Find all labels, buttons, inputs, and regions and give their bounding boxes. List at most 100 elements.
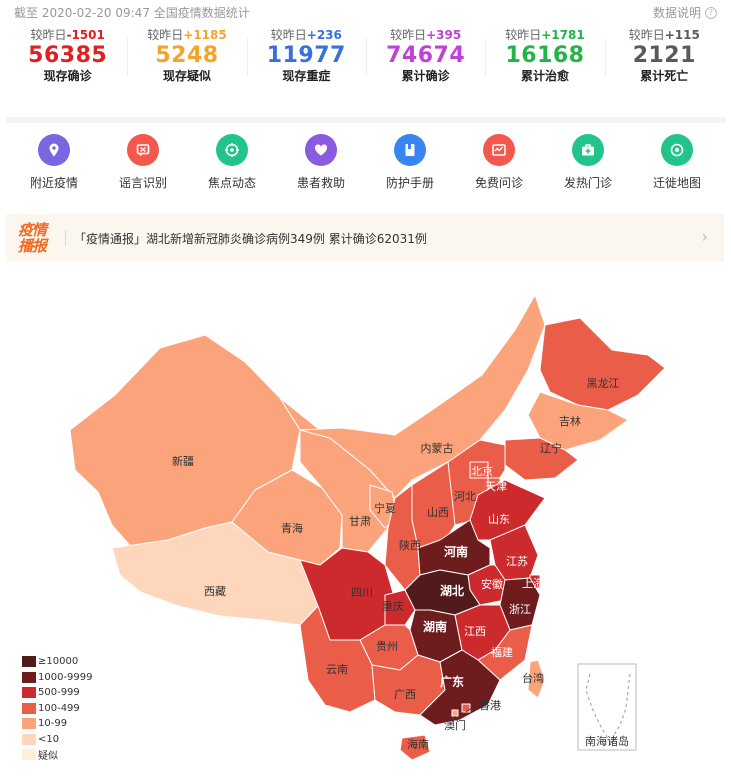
location-pin-icon (38, 134, 70, 166)
tool-label: 防护手册 (385, 176, 434, 190)
legend-swatch (22, 733, 36, 745)
tool-migration-map[interactable]: 迁徙地图 (633, 132, 721, 196)
label-xizang: 西藏 (204, 585, 226, 598)
china-outbreak-map: 南海诸岛 新疆 西藏 青海 甘肃 内蒙古 宁夏 黑龙江 吉林 辽宁 北京 天津 … (69, 294, 666, 761)
province-hainan[interactable] (399, 734, 431, 761)
rumor-icon (127, 134, 159, 166)
legend-swatch (22, 671, 36, 683)
stat-current-suspected: 较昨日+1185 5248 现存疑似 (127, 26, 246, 88)
tool-nearby-outbreak[interactable]: 附近疫情 (10, 132, 98, 196)
province-guangdong[interactable] (419, 649, 501, 726)
legend-item: 500-999 (22, 685, 93, 701)
tool-rumor-check[interactable]: 谣言识别 (99, 132, 187, 196)
tool-free-consultation[interactable]: 免费问诊 (455, 132, 543, 196)
map-legend: ≥10000 1000-9999 500-999 100-499 10-99 <… (22, 654, 93, 763)
label-hongkong: 香港 (479, 699, 501, 712)
delta-value: +115 (664, 28, 700, 42)
label-qinghai: 青海 (281, 521, 303, 535)
label-anhui: 安徽 (481, 577, 503, 591)
legend-swatch (22, 749, 36, 761)
legend-swatch (22, 702, 36, 714)
stat-value: 16168 (505, 43, 585, 68)
legend-swatch (22, 656, 36, 668)
legend-swatch (22, 687, 36, 699)
leader-line (454, 715, 459, 723)
province-liaoning[interactable] (504, 437, 579, 481)
label-henan: 河南 (443, 544, 468, 559)
delta-value: +236 (306, 28, 342, 42)
legend-item: 疑似 (22, 747, 93, 763)
label-guizhou: 贵州 (376, 640, 398, 653)
delta-value: +1781 (541, 28, 585, 42)
legend-label: 1000-9999 (38, 671, 93, 683)
delta-value: +1185 (183, 28, 227, 42)
tool-protection-handbook[interactable]: 防护手册 (366, 132, 454, 196)
province-taiwan[interactable] (527, 659, 546, 699)
notice-text: 「疫情通报」湖北新增新冠肺炎确诊病例349例 累计确诊62031例 (74, 232, 427, 246)
tool-patient-aid[interactable]: 患者救助 (277, 132, 365, 196)
label-jilin: 吉林 (559, 414, 581, 428)
stat-value: 56385 (28, 43, 108, 68)
delta-label: 较昨日 (505, 28, 542, 42)
consult-icon (483, 134, 515, 166)
section-divider (6, 117, 725, 123)
legend-item: ≥10000 (22, 654, 93, 670)
tool-label: 附近疫情 (29, 176, 78, 190)
label-jiangsu: 江苏 (506, 555, 528, 568)
label-shaanxi: 陕西 (399, 538, 421, 552)
tool-label: 迁徙地图 (652, 176, 701, 190)
label-tianjin: 天津 (485, 480, 507, 493)
delta-label: 较昨日 (628, 28, 665, 42)
label-yunnan: 云南 (326, 663, 348, 676)
province-chongqing[interactable] (384, 589, 416, 626)
label-hebei: 河北 (454, 490, 476, 503)
leader-line (465, 704, 477, 713)
label-sichuan: 四川 (351, 586, 373, 599)
tool-label: 患者救助 (296, 176, 345, 190)
legend-label: <10 (38, 733, 60, 745)
inset-label: 南海诸岛 (585, 734, 629, 748)
label-neimenggu: 内蒙古 (421, 441, 454, 455)
stat-value: 74674 (386, 43, 466, 68)
stats-row: 较昨日-1501 56385 现存确诊 较昨日+1185 5248 现存疑似 较… (8, 26, 724, 88)
top-bar: 截至 2020-02-20 09:47 全国疫情数据统计 数据说明 ? (0, 0, 731, 24)
label-heilongjiang: 黑龙江 (587, 377, 620, 390)
handbook-icon (394, 134, 426, 166)
legend-label: ≥10000 (38, 656, 79, 668)
delta-label: 较昨日 (270, 28, 307, 42)
delta-label: 较昨日 (390, 28, 427, 42)
stat-total-confirmed: 较昨日+395 74674 累计确诊 (365, 26, 485, 88)
outbreak-notice-banner[interactable]: 疫情播报 「疫情通报」湖北新增新冠肺炎确诊病例349例 累计确诊62031例 › (6, 214, 724, 262)
tool-fever-clinic[interactable]: 发热门诊 (544, 132, 632, 196)
province-neimenggu[interactable] (299, 294, 546, 499)
stat-value: 11977 (266, 43, 346, 68)
data-explanation-link[interactable]: 数据说明 ? (653, 4, 717, 21)
label-gansu: 甘肃 (349, 515, 371, 528)
tool-label: 焦点动态 (207, 176, 256, 190)
legend-item: <10 (22, 732, 93, 748)
heart-icon (305, 134, 337, 166)
province-heilongjiang[interactable] (539, 317, 666, 411)
label-chongqing: 重庆 (382, 599, 404, 613)
province-hongkong[interactable] (461, 703, 471, 713)
label-shandong: 山东 (488, 513, 510, 526)
legend-label: 疑似 (38, 751, 58, 763)
province-qinghai[interactable] (231, 469, 343, 566)
question-circle-icon: ? (705, 6, 717, 19)
label-hubei: 湖北 (440, 583, 464, 598)
stat-total-cured: 较昨日+1781 16168 累计治愈 (485, 26, 604, 88)
help-label: 数据说明 (652, 6, 701, 20)
province-macao[interactable] (451, 709, 459, 717)
focus-icon (216, 134, 248, 166)
label-liaoning: 辽宁 (540, 441, 562, 455)
stat-label: 累计死亡 (640, 69, 689, 83)
migration-icon (661, 134, 693, 166)
label-jiangxi: 江西 (464, 625, 486, 638)
stat-current-confirmed: 较昨日-1501 56385 现存确诊 (8, 26, 127, 88)
province-jilin[interactable] (527, 391, 629, 451)
stat-current-severe: 较昨日+236 11977 现存重症 (246, 26, 366, 88)
label-shanghai: 上海 (522, 576, 544, 590)
label-hainan: 海南 (407, 737, 429, 751)
notice-divider (65, 230, 66, 246)
tool-focus-news[interactable]: 焦点动态 (188, 132, 276, 196)
